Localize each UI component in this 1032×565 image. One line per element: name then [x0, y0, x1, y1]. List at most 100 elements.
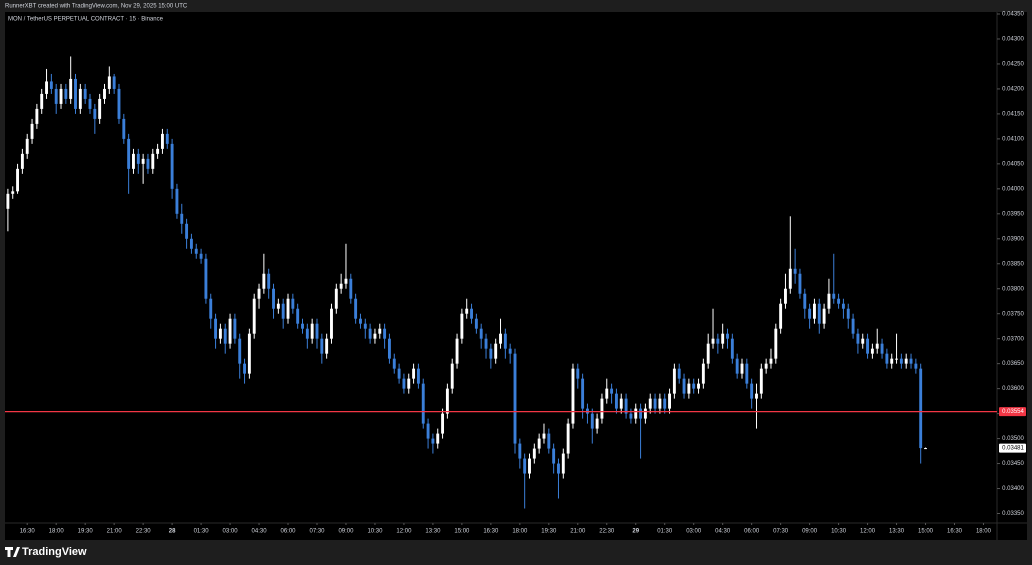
- candle-body: [146, 158, 150, 169]
- candle-body: [576, 368, 580, 379]
- candle-body: [759, 368, 763, 394]
- candle-body: [214, 318, 218, 339]
- x-tick-label: 15:00: [454, 529, 470, 535]
- candle-body: [566, 423, 570, 454]
- candle-body: [204, 258, 208, 299]
- candle-body: [30, 123, 34, 139]
- y-tick-label: 0.03950: [1002, 211, 1024, 217]
- candle-body: [407, 378, 411, 389]
- y-tick-label: 0.04350: [1002, 12, 1024, 18]
- candle-body: [368, 328, 372, 339]
- candle-body: [378, 328, 382, 334]
- candle-body: [325, 338, 329, 354]
- candle-body: [730, 338, 734, 359]
- x-tick-label: 21:00: [570, 529, 586, 535]
- candle-body: [117, 88, 121, 119]
- candle-body: [774, 328, 778, 359]
- candle-body: [354, 298, 358, 319]
- candle-body: [6, 193, 10, 209]
- candle-body: [557, 463, 560, 474]
- candle-body: [909, 358, 913, 364]
- x-tick-label: 22:30: [599, 529, 615, 535]
- x-tick-label: 06:00: [281, 529, 297, 535]
- candle-body: [812, 303, 816, 319]
- x-tick-label: 10:30: [831, 529, 847, 535]
- candle-body: [793, 268, 797, 274]
- candle-body: [218, 328, 222, 339]
- candle-body: [334, 288, 338, 309]
- candle-body: [296, 308, 300, 324]
- candle-body: [276, 303, 280, 309]
- candle-body: [228, 318, 232, 344]
- candle-body: [552, 448, 556, 464]
- candle-body: [672, 368, 676, 394]
- candle-body: [542, 433, 546, 439]
- candle-body: [870, 348, 874, 354]
- candle-body: [107, 76, 111, 89]
- candle-body: [185, 223, 189, 239]
- candle-body: [315, 323, 319, 339]
- candle-body: [151, 153, 155, 169]
- candle-body: [875, 343, 879, 349]
- candle-body: [614, 393, 618, 409]
- candle-body: [648, 398, 652, 409]
- candle-body: [474, 318, 478, 329]
- candle-body: [571, 368, 575, 424]
- candle-body: [595, 418, 599, 429]
- x-tick-label: 18:00: [49, 529, 65, 535]
- y-tick-label: 0.04200: [1002, 87, 1024, 93]
- candle-body: [426, 423, 430, 439]
- candle-body: [528, 458, 531, 474]
- candle-body: [199, 253, 203, 259]
- candle-body: [924, 448, 927, 450]
- candle-body: [624, 398, 628, 414]
- candle-body: [233, 318, 237, 339]
- candle-body: [40, 93, 44, 109]
- candle-body: [668, 393, 672, 409]
- candle-body: [238, 338, 242, 364]
- candle-body: [769, 358, 773, 364]
- candle-body: [817, 303, 821, 324]
- y-tick-label: 0.03600: [1002, 386, 1024, 392]
- candle-body: [64, 88, 68, 99]
- candle-body: [784, 288, 787, 304]
- y-tick-label: 0.04050: [1002, 161, 1024, 167]
- candle-body: [494, 343, 498, 359]
- candle-body: [841, 303, 845, 309]
- candle-body: [301, 323, 304, 329]
- candle-body: [484, 338, 488, 349]
- candle-body: [45, 81, 48, 94]
- y-tick-label: 0.03700: [1002, 336, 1024, 342]
- candle-body: [832, 293, 836, 299]
- candle-body: [286, 298, 290, 319]
- candle-body: [252, 298, 256, 334]
- candle-body: [165, 133, 169, 144]
- candle-body: [629, 413, 633, 419]
- candle-body: [460, 313, 464, 339]
- y-tick-label: 0.04100: [1002, 136, 1024, 142]
- x-tick-label: 19:30: [78, 529, 94, 535]
- candle-body: [59, 88, 63, 104]
- candle-body: [605, 388, 609, 399]
- x-tick-label: 03:00: [686, 529, 702, 535]
- y-tick-label: 0.03850: [1002, 261, 1024, 267]
- candle-body: [706, 343, 710, 364]
- y-tick-label: 0.04250: [1002, 62, 1024, 68]
- x-tick-label: 04:30: [252, 529, 268, 535]
- candle-body: [755, 393, 758, 399]
- y-tick-label: 0.04000: [1002, 186, 1024, 192]
- candle-body: [98, 98, 102, 119]
- candle-body: [721, 333, 725, 344]
- y-tick-label: 0.03750: [1002, 311, 1024, 317]
- last-price-label-bg: [999, 443, 1026, 453]
- x-tick-label: 10:30: [367, 529, 383, 535]
- candle-body: [470, 308, 473, 319]
- candle-body: [837, 298, 841, 304]
- caption: RunnerXBT created with TradingView.com, …: [5, 4, 188, 10]
- candle-body: [861, 338, 865, 344]
- candle-body: [643, 408, 647, 419]
- candle-body: [247, 333, 251, 374]
- candle-body: [697, 383, 700, 389]
- candle-body: [716, 338, 720, 344]
- candle-body: [899, 358, 903, 364]
